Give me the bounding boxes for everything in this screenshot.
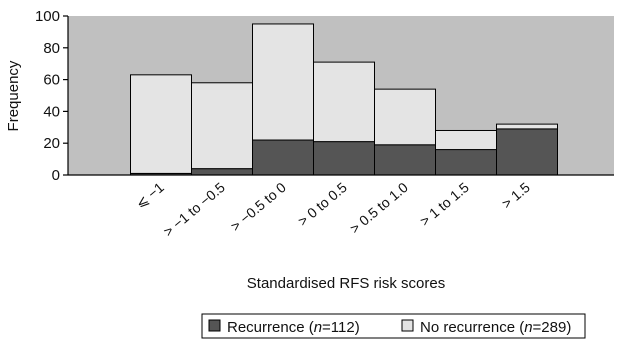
x-category-label: > 1.5	[498, 179, 533, 212]
y-tick-label: 0	[52, 167, 60, 184]
y-tick-label: 60	[43, 72, 60, 89]
legend-label-recurrence: Recurrence (n=112)	[227, 319, 360, 336]
x-category-label: > −1 to −0.5	[160, 179, 228, 240]
bar-no-recurrence	[374, 88, 436, 146]
legend-label-no-recurrence: No recurrence (n=289)	[420, 319, 571, 336]
y-tick-label: 80	[43, 40, 60, 57]
x-category-label: > −0.5 to 0	[227, 179, 289, 234]
y-tick-label: 20	[43, 135, 60, 152]
bar-no-recurrence	[191, 82, 253, 170]
x-category-label: > 1 to 1.5	[417, 179, 472, 229]
y-ticks-group: 0 20 40 60 80 100	[35, 8, 68, 184]
bar-recurrence	[191, 168, 253, 176]
x-category-labels: ⩽ −1> −1 to −0.5 > −0.5 to 0 > 0 to 0.5> 0…	[132, 179, 533, 240]
bars-group	[130, 23, 558, 176]
x-category-label: > 0 to 0.5	[295, 179, 350, 229]
bar-no-recurrence	[313, 61, 375, 143]
bar-recurrence	[313, 141, 375, 176]
y-tick-label: 40	[43, 103, 60, 120]
legend-swatch-no-recurrence	[401, 319, 414, 332]
bar-no-recurrence	[130, 74, 192, 174]
legend: Recurrence (n=112) No recurrence (n=289)	[201, 313, 586, 339]
legend-swatch-recurrence	[208, 319, 221, 332]
bar-no-recurrence	[435, 129, 497, 151]
x-category-label: ⩽ −1	[132, 179, 167, 212]
axes-group	[67, 16, 614, 176]
bar-recurrence	[496, 128, 558, 176]
bar-no-recurrence	[496, 123, 558, 130]
bar-recurrence	[374, 144, 436, 176]
x-axis-label: Standardised RFS risk scores	[247, 275, 445, 292]
y-axis-label: Frequency	[5, 60, 22, 131]
y-tick-label: 100	[35, 8, 60, 25]
bar-recurrence	[252, 139, 314, 176]
x-category-label: > 0.5 to 1.0	[347, 179, 411, 237]
legend-frame	[201, 313, 586, 339]
bar-no-recurrence	[252, 23, 314, 141]
bar-recurrence	[435, 149, 497, 176]
